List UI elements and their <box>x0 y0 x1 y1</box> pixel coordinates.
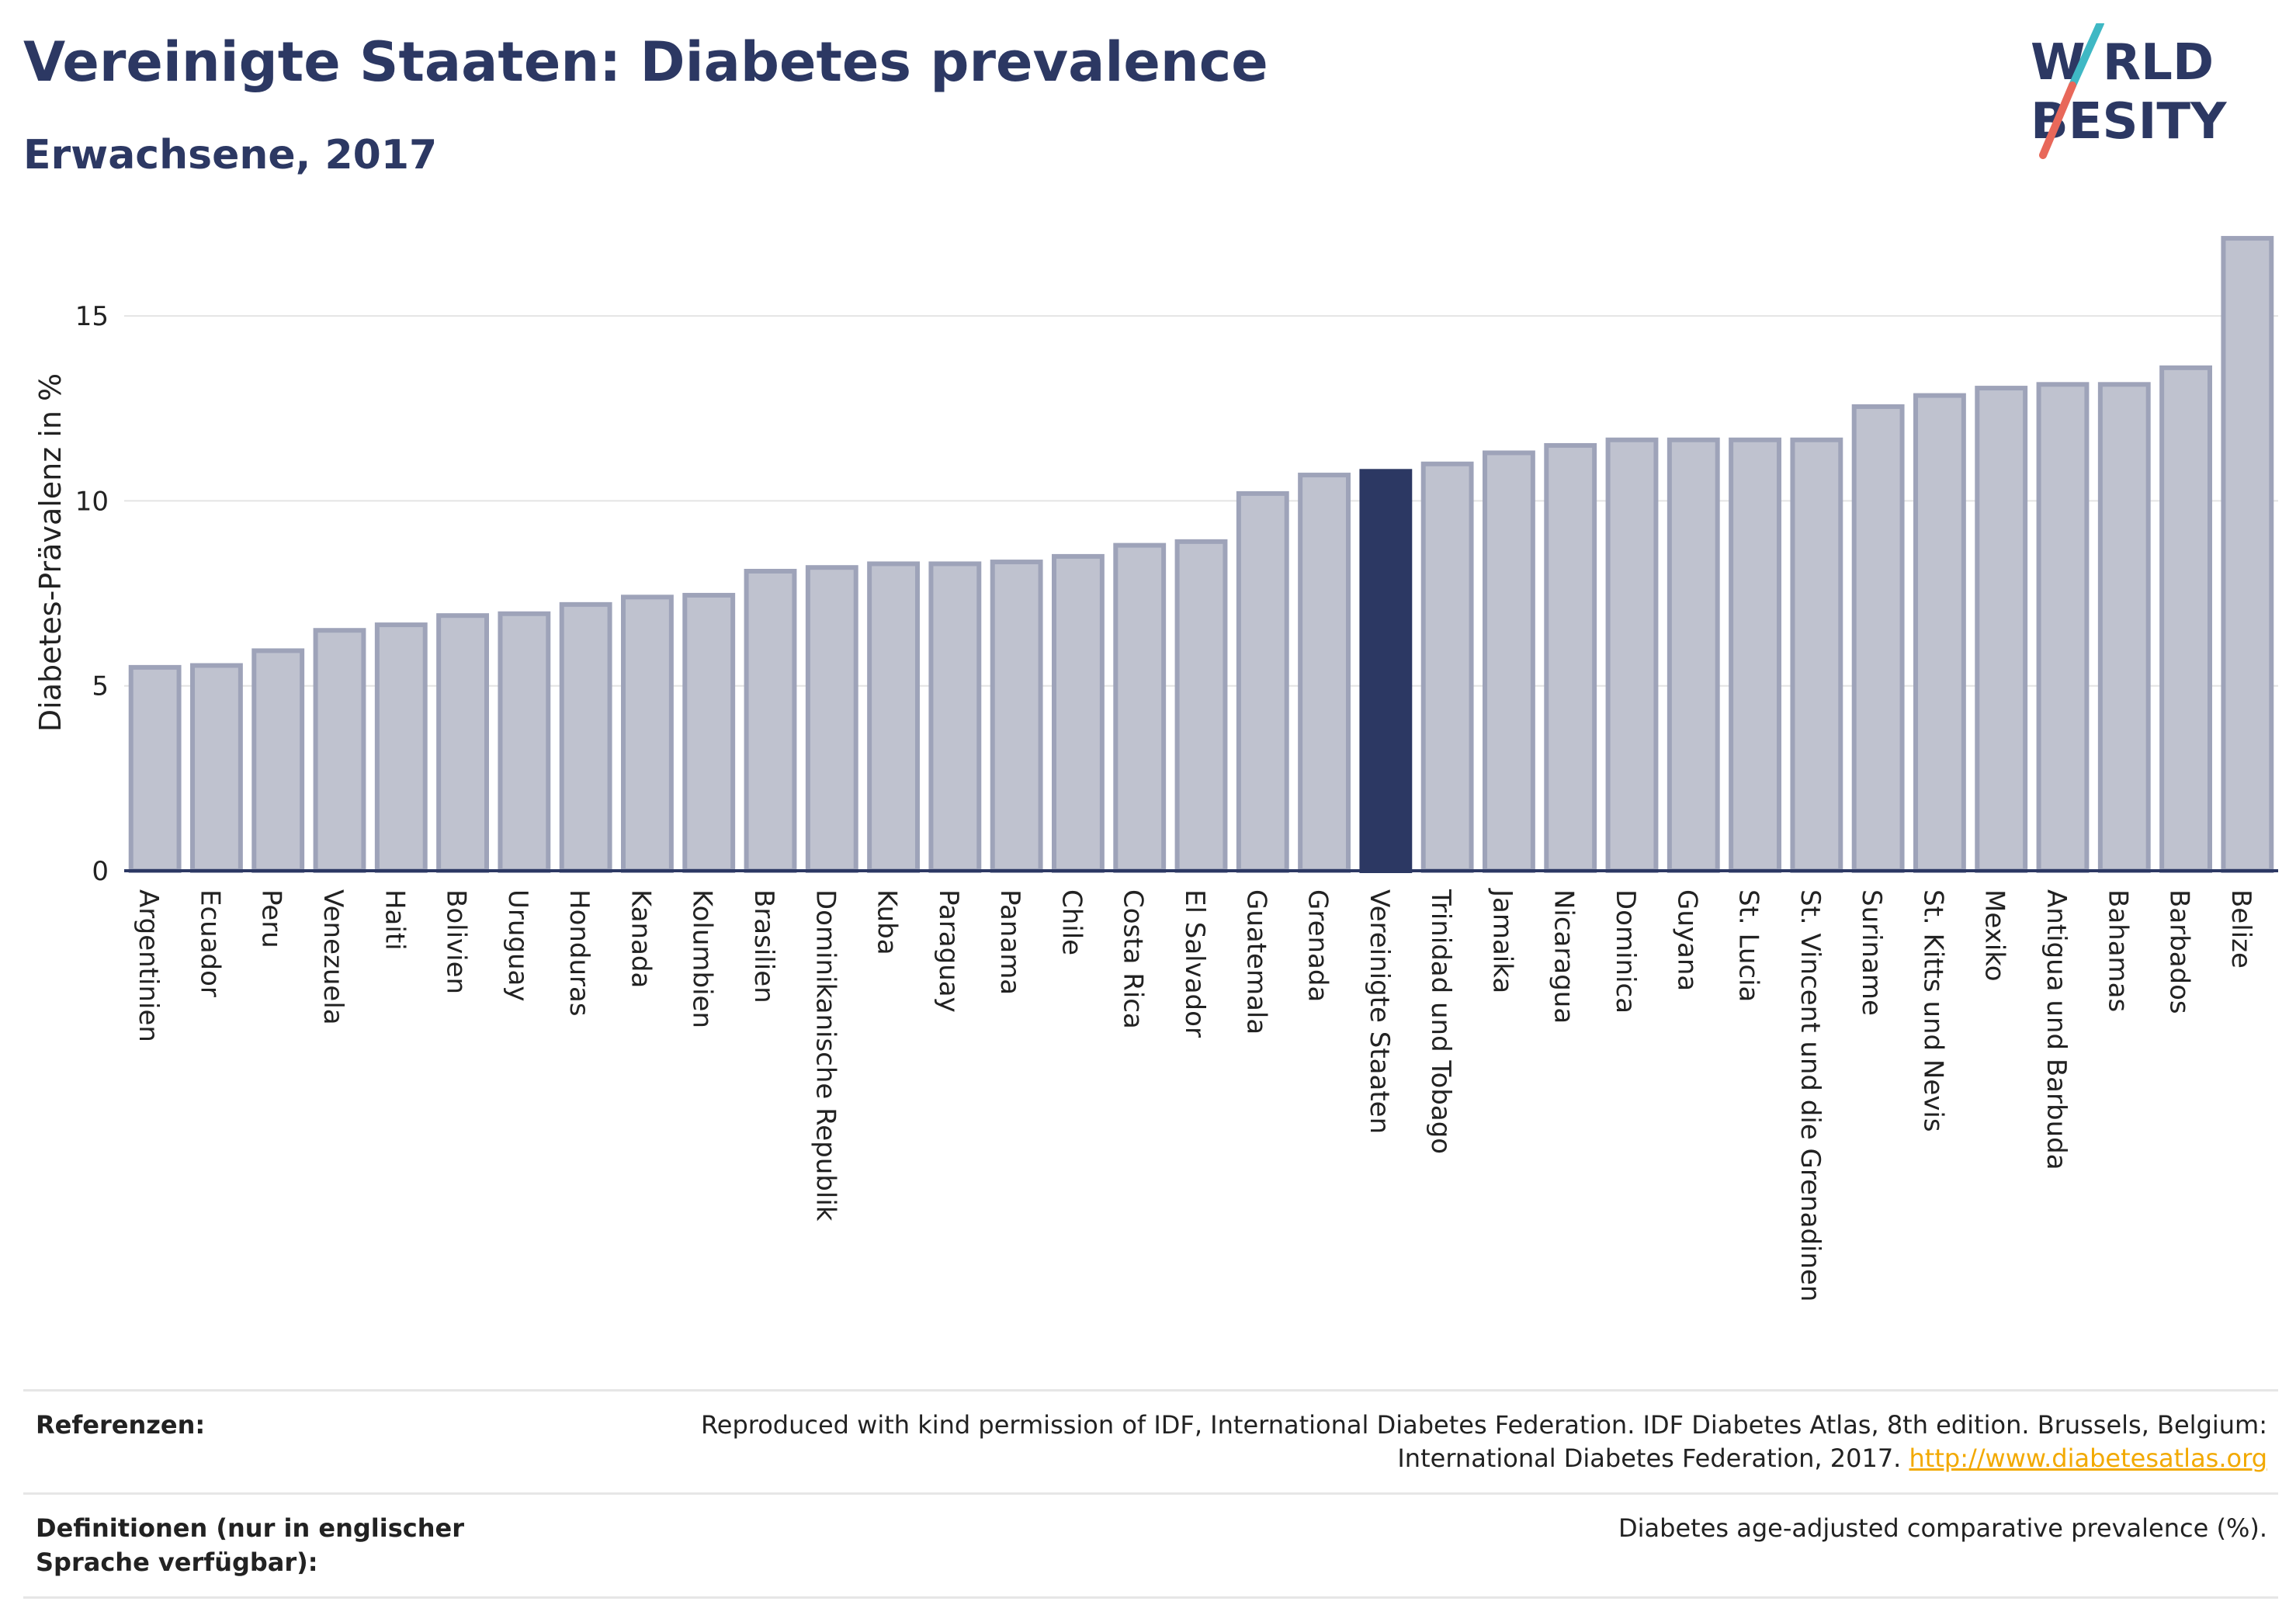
bar-guyana[interactable] <box>1667 437 1720 873</box>
bar-dominica[interactable] <box>1605 437 1659 873</box>
x-tick-label: Guyana <box>1671 889 1702 991</box>
x-tick-label: Antigua und Barbuda <box>2041 889 2072 1170</box>
bar-el-salvador[interactable] <box>1174 539 1228 873</box>
footer-table: Referenzen: Reproduced with kind permiss… <box>23 1389 2278 1599</box>
x-tick-label: Jamaika <box>1486 888 1517 993</box>
y-tick-label: 0 <box>92 856 109 887</box>
x-tick-label: El Salvador <box>1179 889 1210 1038</box>
bar-ecuador[interactable] <box>190 663 243 873</box>
x-tick-label: Bahamas <box>2102 889 2133 1012</box>
x-tick-label: Kanada <box>625 889 656 988</box>
logo-line-1: W RLD <box>2031 34 2214 92</box>
bar-costa-rica[interactable] <box>1113 542 1167 873</box>
x-tick-label: Peru <box>256 889 287 948</box>
x-tick-label: Bolivien <box>441 889 472 994</box>
x-tick-label: Kolumbien <box>687 889 718 1028</box>
bar-dominikanische-republik[interactable] <box>805 565 858 873</box>
y-tick-label: 15 <box>75 301 109 332</box>
x-tick-label: Belize <box>2225 889 2256 969</box>
x-tick-label: Guatemala <box>1240 889 1271 1035</box>
x-tick-label: Brasilien <box>748 889 779 1003</box>
x-tick-label: Haiti <box>379 889 410 951</box>
bar-jamaika[interactable] <box>1483 450 1535 873</box>
x-tick-label: Costa Rica <box>1118 889 1149 1029</box>
world-obesity-logo[interactable]: W RLD BESITY <box>2026 23 2282 163</box>
axes: 0 5 10 15 <box>75 301 2278 887</box>
bar-honduras[interactable] <box>559 601 612 874</box>
bar-haiti[interactable] <box>374 622 428 874</box>
footer-definitions-row: Definitionen (nur in englischer Sprache … <box>23 1492 2278 1599</box>
y-axis-label: Diabetes-Prävalenz in % <box>33 373 68 732</box>
bar-nicaragua[interactable] <box>1544 442 1597 873</box>
bar-vereinigte-staaten[interactable] <box>1359 469 1413 873</box>
x-tick-label: Dominikanische Republik <box>810 889 841 1222</box>
bars <box>128 236 2274 874</box>
x-tick-label: Mexiko <box>1979 889 2010 982</box>
y-tick-label: 5 <box>92 671 109 702</box>
references-label: Referenzen: <box>36 1410 206 1440</box>
bar-barbados[interactable] <box>2159 365 2212 873</box>
x-tick-label: Argentinien <box>133 889 164 1042</box>
x-tick-label: Nicaragua <box>1549 889 1580 1024</box>
bar-mexiko[interactable] <box>1975 386 2028 873</box>
x-tick-label: Chile <box>1056 889 1087 955</box>
x-tick-label: Grenada <box>1302 889 1334 1002</box>
y-tick-label: 10 <box>75 486 109 517</box>
x-tick-label: Suriname <box>1856 889 1887 1016</box>
x-tick-label: Ecuador <box>194 889 225 997</box>
bar-bolivien[interactable] <box>436 613 489 873</box>
footer-references-row: Referenzen: Reproduced with kind permiss… <box>23 1389 2278 1492</box>
x-tick-label: St. Vincent und die Grenadinen <box>1795 889 1826 1302</box>
bar-uruguay[interactable] <box>498 611 551 873</box>
x-tick-label: Uruguay <box>502 889 533 1002</box>
bar-chile[interactable] <box>1052 553 1105 874</box>
bar-grenada[interactable] <box>1298 473 1351 873</box>
definitions-value: Diabetes age-adjusted comparative preval… <box>1618 1513 2267 1544</box>
bar-kuba[interactable] <box>867 561 920 874</box>
bar-trinidad-und-tobago[interactable] <box>1420 461 1474 873</box>
bar-brasilien[interactable] <box>744 568 797 874</box>
x-tick-label: Venezuela <box>317 889 349 1025</box>
x-tick-label: Dominica <box>1610 889 1641 1014</box>
bar-belize[interactable] <box>2221 236 2274 873</box>
bar-antigua-und-barbuda[interactable] <box>2036 382 2090 873</box>
page-title: Vereinigte Staaten: Diabetes prevalence <box>23 30 1268 94</box>
logo-slash-top <box>2069 23 2104 89</box>
x-tick-label: Kuba <box>872 889 903 955</box>
bar-paraguay[interactable] <box>928 561 982 874</box>
x-tick-label: Paraguay <box>933 889 964 1013</box>
x-tick-label: St. Kitts und Nevis <box>1917 889 1948 1132</box>
definitions-label: Definitionen (nur in englischer Sprache … <box>36 1513 464 1577</box>
bar-panama[interactable] <box>990 560 1043 873</box>
bar-chart: 0 5 10 15 Argentinien Ecuador Peru Venezuela Ha… <box>33 236 2278 1302</box>
x-tick-label: St. Lucia <box>1733 889 1764 1002</box>
references-value: Reproduced with kind permission of IDF, … <box>637 1409 2267 1475</box>
page-subtitle: Erwachsene, 2017 <box>23 132 438 178</box>
references-link[interactable]: http://www.diabetesatlas.org <box>1909 1444 2267 1474</box>
bar-st-kitts-und-nevis[interactable] <box>1913 393 1966 873</box>
bar-st-lucia[interactable] <box>1729 437 1781 873</box>
logo-slash-bottom <box>2039 81 2076 159</box>
bar-bahamas[interactable] <box>2097 382 2151 873</box>
bar-kolumbien[interactable] <box>682 592 736 873</box>
bar-guatemala[interactable] <box>1236 490 1289 873</box>
references-text: Reproduced with kind permission of IDF, … <box>700 1410 2267 1474</box>
x-tick-label: Trinidad und Tobago <box>1425 889 1456 1154</box>
bar-suriname[interactable] <box>1851 404 1905 873</box>
x-tick-label: Barbados <box>2164 889 2195 1014</box>
bar-argentinien[interactable] <box>128 664 182 874</box>
x-tick-label: Vereinigte Staaten <box>1364 889 1395 1134</box>
bar-venezuela[interactable] <box>313 628 366 873</box>
bar-peru[interactable] <box>251 648 305 873</box>
category-labels: Argentinien Ecuador Peru Venezuela Haiti Boli… <box>133 888 2256 1302</box>
x-tick-label: Panama <box>994 889 1025 995</box>
bar-st-vincent-und-die-grenadinen[interactable] <box>1790 437 1843 873</box>
x-tick-label: Honduras <box>564 889 595 1017</box>
bar-kanada[interactable] <box>621 594 674 874</box>
